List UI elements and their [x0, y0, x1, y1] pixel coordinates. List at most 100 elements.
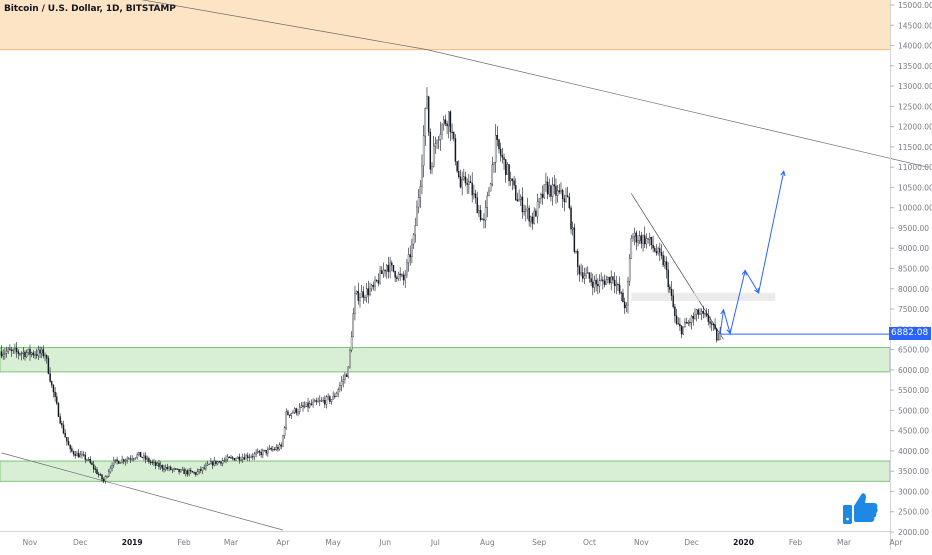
- candle-up: [79, 454, 81, 458]
- candle-down: [427, 96, 430, 133]
- candle-down: [561, 190, 564, 199]
- candle-down: [141, 456, 143, 458]
- y-tick-label: 3000.00: [898, 487, 929, 496]
- candle-down: [444, 119, 447, 124]
- candle-down: [381, 270, 383, 274]
- candle-up: [364, 296, 366, 299]
- candle-down: [511, 178, 514, 181]
- candle-up: [530, 216, 532, 222]
- candle-up: [699, 313, 701, 315]
- candle-up: [12, 349, 14, 351]
- candle-down: [123, 459, 125, 462]
- candle-down: [659, 248, 661, 253]
- candle-down: [49, 373, 51, 382]
- y-tick-label: 13000.00: [898, 82, 932, 91]
- candle-down: [367, 288, 370, 296]
- candle-down: [531, 216, 534, 224]
- forecast-arrowhead: [726, 328, 732, 335]
- candle-down: [315, 400, 318, 402]
- candle-up: [111, 465, 113, 469]
- candle-down: [102, 479, 105, 482]
- candle-up: [226, 456, 229, 460]
- candle-down: [597, 284, 599, 287]
- candle-down: [453, 132, 455, 139]
- candle-down: [578, 266, 581, 275]
- candle-down: [101, 474, 103, 480]
- candle-up: [627, 281, 629, 306]
- candle-up: [340, 381, 343, 386]
- candle-up: [397, 273, 400, 279]
- candle-down: [67, 441, 70, 446]
- candle-down: [17, 351, 20, 354]
- x-tick-label: Dec: [684, 538, 699, 547]
- candle-up: [221, 460, 224, 464]
- candle-up: [411, 243, 413, 258]
- candle-down: [149, 461, 152, 463]
- thumbs-up-icon[interactable]: [840, 488, 880, 528]
- x-tick-label: Aug: [480, 538, 495, 547]
- candle-up: [488, 190, 490, 197]
- candle-down: [670, 289, 673, 296]
- candle-up: [386, 265, 388, 272]
- candle-up: [25, 352, 28, 357]
- candle-up: [156, 462, 159, 466]
- candle-up: [657, 248, 659, 254]
- candle-up: [540, 193, 542, 199]
- candle-up: [575, 251, 577, 253]
- y-tick-label: 6500.00: [898, 346, 929, 355]
- candle-up: [473, 193, 475, 196]
- candle-up: [493, 162, 495, 165]
- candle-down: [652, 244, 654, 249]
- candle-down: [669, 286, 671, 290]
- candle-down: [233, 458, 236, 461]
- candle-up: [297, 411, 299, 414]
- candle-down: [82, 454, 85, 456]
- candle-up: [181, 469, 184, 471]
- candle-down: [46, 355, 48, 359]
- candle-down: [712, 324, 715, 326]
- candle-up: [240, 459, 242, 461]
- candle-up: [717, 339, 720, 341]
- candle-down: [508, 164, 510, 182]
- candle-down: [588, 272, 591, 279]
- resistance-zone: [0, 0, 890, 50]
- candle-down: [446, 123, 448, 127]
- candle-down: [399, 273, 401, 276]
- candle-up: [533, 210, 535, 224]
- candle-down: [84, 454, 86, 460]
- candle-down: [662, 255, 664, 266]
- candle-up: [354, 293, 356, 315]
- candle-down: [660, 252, 663, 256]
- candle-down: [357, 290, 360, 301]
- candle-up: [171, 469, 174, 471]
- candle-up: [694, 314, 696, 319]
- candle-up: [481, 218, 483, 220]
- forecast-arrowhead: [720, 308, 726, 315]
- x-tick-label: Oct: [583, 538, 596, 547]
- candle-up: [119, 462, 122, 464]
- candle-up: [104, 476, 107, 482]
- candle-up: [143, 455, 145, 458]
- y-tick-label: 8500.00: [898, 265, 929, 274]
- lower-trend-line: [1, 452, 283, 531]
- candle-up: [369, 288, 371, 296]
- candle-up: [523, 211, 525, 213]
- candle-down: [97, 473, 100, 475]
- candle-up: [235, 458, 237, 461]
- y-tick-label: 2500.00: [898, 508, 929, 517]
- x-tick-label: Sep: [532, 538, 546, 547]
- candle-up: [585, 273, 587, 277]
- candle-down: [56, 396, 58, 404]
- candle-up: [355, 290, 358, 294]
- candle-down: [513, 180, 515, 186]
- candle-down: [471, 182, 473, 196]
- symbol-name: Bitcoin / U.S. Dollar: [4, 4, 100, 14]
- candle-up: [565, 195, 567, 202]
- candle-down: [608, 276, 611, 284]
- candle-down: [42, 349, 45, 357]
- candle-up: [484, 207, 487, 221]
- candle-up: [432, 145, 435, 167]
- candle-down: [186, 470, 189, 475]
